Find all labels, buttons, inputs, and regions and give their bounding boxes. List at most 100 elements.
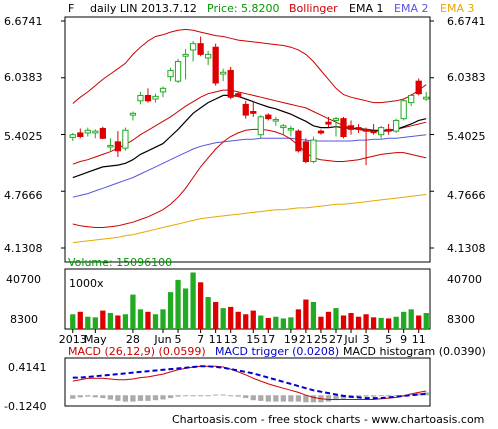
price-axis-right: 6.6741 6.0383 5.4025 4.7666 4.1308 [447,15,486,255]
macd-histogram-bar [423,392,429,396]
volume-bar [325,311,332,329]
candle-body [144,94,152,102]
macd-histogram-bar [273,395,279,402]
volume-bar [70,314,76,329]
volume-bar [145,311,151,329]
macd-histogram-bar [160,395,166,400]
volume-bar [258,315,264,329]
volume-tick-left: 40700 [6,273,41,286]
bollinger-lower-line [72,128,427,228]
macd-histogram-bar [295,395,302,402]
macd-histogram-bar [250,395,256,401]
price-tick-left: 4.1308 [4,242,43,255]
candle-body [159,87,167,93]
volume-bar [190,272,196,329]
macd-histogram-bar [107,395,113,400]
macd-histogram-bar [416,393,422,396]
volume-bar [92,317,98,329]
price-tick-right: 6.6741 [447,15,486,28]
candle-body [77,132,84,138]
macd-histogram-bar [386,395,392,397]
macd-histogram-bar [85,395,91,397]
volume-tick-right: 8300 [447,313,475,326]
volume-bar [318,316,324,329]
price-gridlines [61,20,434,249]
volume-bars [70,272,429,329]
macd-histogram-bar [258,395,264,401]
candle-body [227,69,234,98]
macd-histogram-bar [288,395,294,402]
volume-bar [228,306,234,329]
volume-bar [205,297,211,329]
candle-body [220,71,227,75]
price-tick-left: 5.4025 [4,130,43,143]
candle-body [302,141,310,162]
bollinger-label: Bollinger [289,2,338,15]
candle-body [332,118,340,121]
price-label: Price: 5.8200 [207,2,280,15]
x-axis-label: 7 [197,333,204,346]
x-axis-label: 25 [314,333,328,346]
candle-body [129,112,137,116]
macd-label: MACD (26,12,9) (0.0599) [68,345,206,358]
macd-histogram-bar [265,395,271,402]
volume-bar [273,316,279,329]
macd-histogram-bar [152,395,159,401]
x-axis-label: 21 [299,333,313,346]
volume-bar [100,310,106,329]
x-axis-label: 27 [329,333,343,346]
volume-bar [416,315,422,329]
candle-body [377,127,385,136]
bollinger-upper-line [72,28,427,104]
candle-body [250,111,257,114]
x-axis-label: 15 [246,333,260,346]
volume-label: Volume: 15096100 [68,256,172,269]
candle-body [257,116,264,136]
volume-bar [378,317,384,329]
candle-body [114,141,122,152]
macd-histogram-bar [303,395,309,403]
candle-body [393,119,400,132]
volume-tick-right: 40700 [447,273,482,286]
macd-histogram-bar [70,395,76,399]
candle-body [295,130,302,152]
candle-body [423,96,430,100]
candle-body [325,121,332,125]
volume-bar [401,311,407,329]
candle-body [84,129,91,134]
price-tick-left: 6.6741 [4,15,43,28]
candle-body [99,127,106,139]
candle-body [265,114,272,120]
x-axis-label: 11 [209,333,223,346]
ema3-line [72,194,427,244]
volume-bar [250,310,256,329]
macd-histogram-bar [145,395,151,401]
volume-bar [408,309,414,329]
macd-histogram-bar [175,395,181,397]
volume-bar [386,318,392,329]
volume-bar [152,314,159,329]
volume-bar [137,309,144,329]
price-tick-left: 6.0383 [4,71,43,84]
price-panel [64,16,431,263]
price-tick-right: 4.1308 [447,242,486,255]
volume-bar [235,311,241,329]
x-axis-label: Jul [343,333,357,346]
macd-histogram-bar [393,395,399,397]
volume-bar [310,301,317,329]
candlesticks [69,36,430,166]
x-axis-label: 5 [175,333,182,346]
volume-bar [122,314,129,329]
candle-body [385,128,392,132]
x-axis-label: Jun [153,333,171,346]
candle-body [370,130,377,134]
price-tick-right: 5.4025 [447,130,486,143]
macd-tick-left: -0.1240 [4,400,46,413]
volume-bar [243,314,249,329]
candle-body [205,53,212,59]
x-axis-label: 19 [284,333,298,346]
price-tick-right: 6.0383 [447,71,486,84]
candle-body [189,43,197,51]
volume-bar [107,313,113,329]
